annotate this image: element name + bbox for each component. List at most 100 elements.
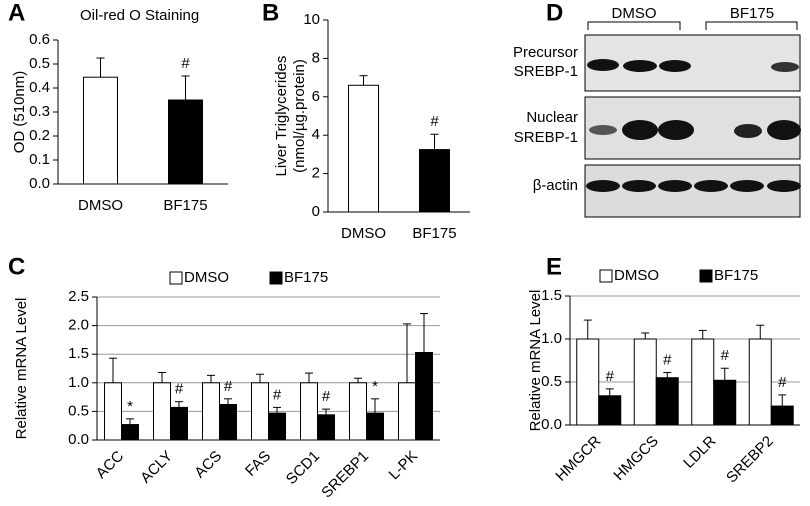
legend-label: BF175 [714,267,758,284]
y-tick-label: 0.0 [541,416,562,433]
bar [576,338,600,426]
x-tick-label: HMGCS [610,433,662,485]
band [767,180,801,192]
bar [415,351,433,441]
bar [300,382,318,441]
band [730,180,764,192]
bar [691,338,715,426]
annotation: # [606,368,615,385]
panel-letter: B [262,0,279,26]
bar [349,382,367,441]
annotation: * [372,378,378,395]
row-label: SREBP-1 [514,63,578,80]
blot: D DMSO BF175 Precursor SREBP-1 Nuclear S… [513,0,801,218]
y-tick-label: 0.6 [29,31,50,48]
y-tick-label: 6 [312,88,320,105]
x-tick-label: DMSO [78,197,123,214]
y-tick-label: 0.5 [68,402,89,419]
annotation: # [721,347,730,364]
y-tick-label: 4 [312,126,320,143]
y-tick-label: 2.5 [68,288,89,305]
band [589,125,617,135]
y-tick-label: 0.0 [29,175,50,192]
bar [219,404,237,441]
annotation: # [778,374,787,391]
x-tick-label: SREBP1 [318,448,372,502]
annotation: * [127,398,133,415]
y-tick-label: 1.5 [68,345,89,362]
bar [770,405,794,426]
annotation: # [181,55,190,72]
group-bracket [587,21,798,30]
bar [598,395,622,426]
y-tick-label: 0.3 [29,103,50,120]
bar [104,382,122,441]
group-label: DMSO [612,5,657,22]
row-label: SREBP-1 [514,129,578,146]
bar [202,382,220,441]
y-axis-label: (nmol/µg.protein) [291,59,308,173]
legend-swatch [269,271,283,285]
legend-swatch [599,269,613,283]
y-tick-label: 0.2 [29,127,50,144]
bar [419,149,450,213]
x-tick-label: FAS [242,448,274,480]
row-label: Precursor [513,44,578,61]
blot-frame [584,164,801,218]
y-tick-label: 10 [303,11,320,28]
annotation: # [322,388,331,405]
legend-swatch [169,271,183,285]
bar [366,412,384,441]
panel-letter: A [8,0,25,26]
bar [748,338,772,426]
y-tick-label: 0 [312,203,320,220]
y-axis-label: OD (510nm) [11,71,28,154]
y-tick-label: 8 [312,49,320,66]
band [659,60,691,72]
bar [251,382,269,441]
annotation: # [224,378,233,395]
band [658,120,694,140]
bar [713,379,737,426]
y-tick-label: 0.0 [68,431,89,448]
bar [268,412,286,441]
panel: C Relative mRNA Level 0.0 0.5 1.0 1.5 2.0 2.5 AC… [8,253,440,501]
x-tick-label: DMSO [341,225,386,242]
x-tick-label: BF175 [163,197,207,214]
row-label: β-actin [533,177,578,194]
bands [586,59,801,192]
x-tick-label: SREBP2 [723,433,777,487]
panel: A Oil-red O Staining OD (510nm) 0.0 0.1 0.2 0.… [8,0,228,214]
annotation: # [430,113,439,130]
y-tick-label: 0.5 [541,373,562,390]
bar [655,377,679,426]
chart-title: Oil-red O Staining [80,7,199,24]
bar [121,424,139,441]
x-tick-label: SCD1 [283,448,323,488]
x-tick-label: HMGCR [552,433,604,485]
y-axis-label: Relative mRNA Level [527,290,544,432]
annotation: # [273,386,282,403]
band [771,62,799,72]
band [622,120,658,140]
x-tick-label: ACLY [137,448,176,487]
blot-frame [584,34,801,92]
bar [317,414,335,441]
band [658,180,692,192]
y-axis-label: Relative mRNA Level [13,298,30,440]
panel: B Liver Triglycerides (nmol/µg.protein) 0 2 4… [262,0,470,242]
x-tick-label: ACC [93,447,128,482]
legend-label: BF175 [284,269,328,286]
row-label: Nuclear [526,109,578,126]
y-tick-label: 0.4 [29,79,50,96]
bar [398,382,416,441]
y-tick-label: 1.0 [68,374,89,391]
bar [170,406,188,441]
y-tick-label: 0.5 [29,55,50,72]
y-axis-label: Liver Triglycerides [273,56,290,177]
panel-letter: E [546,253,562,280]
legend-label: DMSO [184,269,229,286]
band [586,180,620,192]
band [587,59,619,71]
